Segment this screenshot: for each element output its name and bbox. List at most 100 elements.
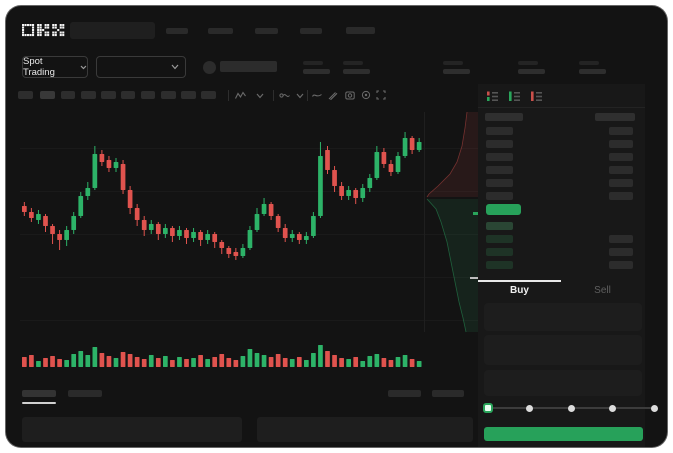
order-form-field-skeleton[interactable] <box>484 335 642 365</box>
candle <box>388 164 394 172</box>
market-stat-skeleton <box>443 69 470 74</box>
ask-price-bar[interactable] <box>486 127 513 135</box>
orderbook-view-toggles <box>486 90 543 103</box>
candle <box>71 216 77 230</box>
bid-price-bar[interactable] <box>486 248 513 256</box>
market-type-dropdown[interactable]: Spot Trading <box>22 56 88 78</box>
timeframe-skeleton[interactable] <box>61 91 75 99</box>
indicators-icon[interactable] <box>279 91 290 100</box>
market-stat-skeleton <box>443 61 463 65</box>
slider-stop-dot[interactable] <box>609 404 616 412</box>
nav-item-skeleton[interactable] <box>208 28 233 34</box>
candle <box>92 154 98 188</box>
slider-stop-dot[interactable] <box>526 404 533 412</box>
timeframe-skeleton[interactable] <box>141 91 155 99</box>
timeframe-skeleton[interactable] <box>201 91 216 99</box>
candle <box>170 228 175 236</box>
app-window: Spot Trading <box>6 6 667 447</box>
timeframe-skeleton[interactable] <box>18 91 33 99</box>
volume-bar <box>346 359 351 367</box>
orderbook-both-icon[interactable] <box>486 90 499 103</box>
volume-bar <box>106 356 112 367</box>
volume-bar <box>304 360 309 367</box>
ask-price-bar[interactable] <box>486 166 513 174</box>
candle <box>374 152 380 178</box>
volume-chart[interactable] <box>20 341 424 367</box>
tab-sell[interactable]: Sell <box>561 281 644 300</box>
bid-price-bar[interactable] <box>486 235 513 243</box>
slider-stop-dot[interactable] <box>650 404 658 412</box>
chart-gridline <box>20 191 478 192</box>
candle <box>85 188 91 196</box>
search-bar[interactable] <box>70 22 155 39</box>
camera-icon[interactable] <box>345 90 355 100</box>
market-stat-skeleton <box>303 61 323 65</box>
candlestick-chart[interactable] <box>20 124 424 264</box>
nav-item-skeleton[interactable] <box>255 28 278 34</box>
timeframe-skeleton[interactable] <box>121 91 135 99</box>
timeframe-skeleton[interactable] <box>161 91 176 99</box>
volume-bar <box>339 358 344 367</box>
orderbook-asks-icon[interactable] <box>530 90 543 103</box>
volume-bar <box>226 358 232 367</box>
line-tool-icon[interactable] <box>312 92 322 99</box>
market-stat-skeleton <box>343 61 363 65</box>
volume-bar <box>261 355 267 367</box>
ask-price-bar[interactable] <box>486 153 513 161</box>
volume-bar <box>268 357 274 367</box>
candle <box>57 234 62 240</box>
candle <box>240 248 246 256</box>
ask-price-bar[interactable] <box>486 179 513 187</box>
chart-style-icon[interactable] <box>235 91 246 100</box>
candle <box>233 252 239 256</box>
chevron-down-icon[interactable] <box>296 93 304 99</box>
candle <box>254 214 260 230</box>
timeframe-skeleton[interactable] <box>40 91 55 99</box>
pair-selector-dropdown[interactable] <box>96 56 186 78</box>
buy-submit-button[interactable] <box>484 427 643 441</box>
tab-buy[interactable]: Buy <box>478 281 561 300</box>
order-form-field-skeleton[interactable] <box>484 303 642 331</box>
candle <box>22 206 27 212</box>
draw-tool-icon[interactable] <box>328 90 338 100</box>
chart-gridline <box>20 148 478 149</box>
volume-bar <box>134 357 140 367</box>
candle <box>163 228 168 234</box>
settings-gear-icon[interactable] <box>361 90 371 100</box>
volume-bar <box>360 361 366 367</box>
bid-price-bar[interactable] <box>486 261 513 269</box>
volume-bar <box>184 359 189 367</box>
timeframe-skeleton[interactable] <box>181 91 196 99</box>
slider-stop-dot[interactable] <box>567 404 575 412</box>
slider-handle[interactable] <box>483 403 493 413</box>
fullscreen-icon[interactable] <box>376 90 386 100</box>
chart-tab-skeleton[interactable] <box>68 390 102 397</box>
buy-tab-underline <box>478 280 561 282</box>
order-form-field-skeleton[interactable] <box>484 370 642 396</box>
chevron-down-icon <box>171 64 179 70</box>
ask-price-bar[interactable] <box>486 140 513 148</box>
volume-bar <box>64 360 69 367</box>
candle <box>304 236 309 240</box>
timeframe-skeleton[interactable] <box>81 91 96 99</box>
volume-bar <box>388 360 394 367</box>
nav-item-skeleton[interactable] <box>166 28 188 34</box>
chart-tab-skeleton[interactable] <box>388 390 421 397</box>
chart-tab-skeleton[interactable] <box>22 390 56 397</box>
chart-tab-skeleton[interactable] <box>432 390 464 397</box>
candle <box>148 224 154 230</box>
trade-panel-divider <box>478 107 645 108</box>
toolbar-divider <box>273 90 274 101</box>
candle <box>402 138 408 156</box>
volume-bar <box>113 358 119 367</box>
chevron-down-icon[interactable] <box>256 93 264 99</box>
nav-item-skeleton[interactable] <box>346 27 375 34</box>
volume-bar <box>50 356 55 367</box>
ask-price-bar[interactable] <box>486 192 513 200</box>
candle <box>268 204 274 216</box>
orderbook-bids-icon[interactable] <box>508 90 521 103</box>
volume-bar <box>311 353 316 367</box>
nav-item-skeleton[interactable] <box>300 28 322 34</box>
timeframe-skeleton[interactable] <box>101 91 116 99</box>
bid-price-bar[interactable] <box>486 222 513 230</box>
